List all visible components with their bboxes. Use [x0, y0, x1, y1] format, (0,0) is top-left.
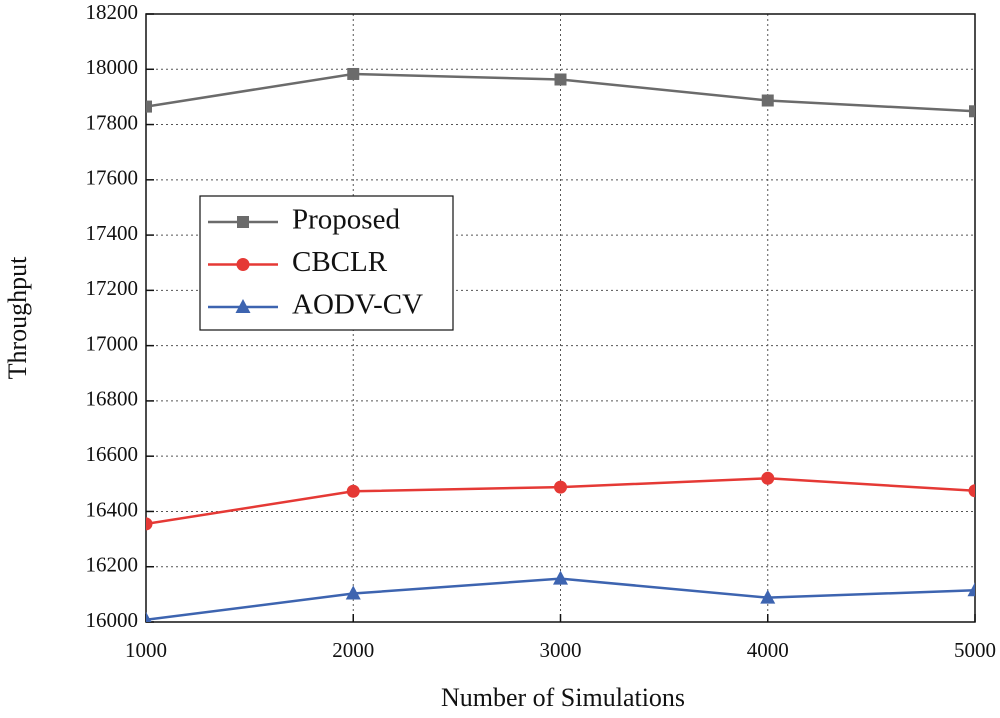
data-point — [146, 517, 153, 531]
y-tick-label: 16800 — [86, 387, 139, 411]
y-tick-label: 16000 — [86, 608, 139, 632]
legend-marker — [236, 258, 250, 271]
y-tick-label: 16200 — [86, 553, 139, 577]
legend-label: Proposed — [292, 204, 400, 236]
x-axis-label: Number of Simulations — [441, 683, 685, 712]
y-tick-label: 18000 — [86, 55, 139, 79]
x-tick-label: 2000 — [332, 638, 374, 662]
legend-marker — [237, 216, 249, 228]
x-tick-label: 5000 — [954, 638, 996, 662]
plot-area — [146, 67, 975, 622]
data-point — [968, 484, 975, 498]
legend-marker — [235, 299, 251, 313]
data-point — [969, 105, 975, 118]
y-tick-label: 16400 — [86, 497, 139, 521]
x-tick-label: 1000 — [125, 638, 167, 662]
y-tick-label: 17400 — [86, 221, 139, 245]
legend: Proposed CBCLR AODV-CV — [199, 195, 454, 331]
y-tick-label: 16600 — [86, 442, 139, 466]
x-tick-label: 3000 — [540, 638, 582, 662]
y-tick-label: 17200 — [86, 276, 139, 300]
data-point — [553, 570, 568, 585]
data-point — [761, 471, 775, 485]
plot-frame — [145, 13, 976, 623]
y-axis-label: Throughput — [3, 256, 32, 380]
x-tick-label: 4000 — [747, 638, 789, 662]
data-point — [761, 94, 774, 107]
data-point — [347, 67, 360, 80]
legend-label: CBCLR — [292, 246, 388, 278]
data-point — [346, 484, 360, 498]
data-point — [554, 480, 567, 494]
data-point — [554, 73, 567, 86]
y-tick-label: 17600 — [86, 166, 139, 190]
data-point — [760, 589, 776, 604]
y-tick-label: 18200 — [86, 0, 139, 24]
data-point — [967, 582, 975, 597]
y-tick-label: 17000 — [86, 331, 139, 355]
data-point — [146, 611, 152, 622]
y-tick-label: 17800 — [86, 110, 139, 134]
data-point — [146, 100, 152, 113]
legend-label: AODV-CV — [292, 289, 423, 321]
data-point — [345, 585, 361, 600]
